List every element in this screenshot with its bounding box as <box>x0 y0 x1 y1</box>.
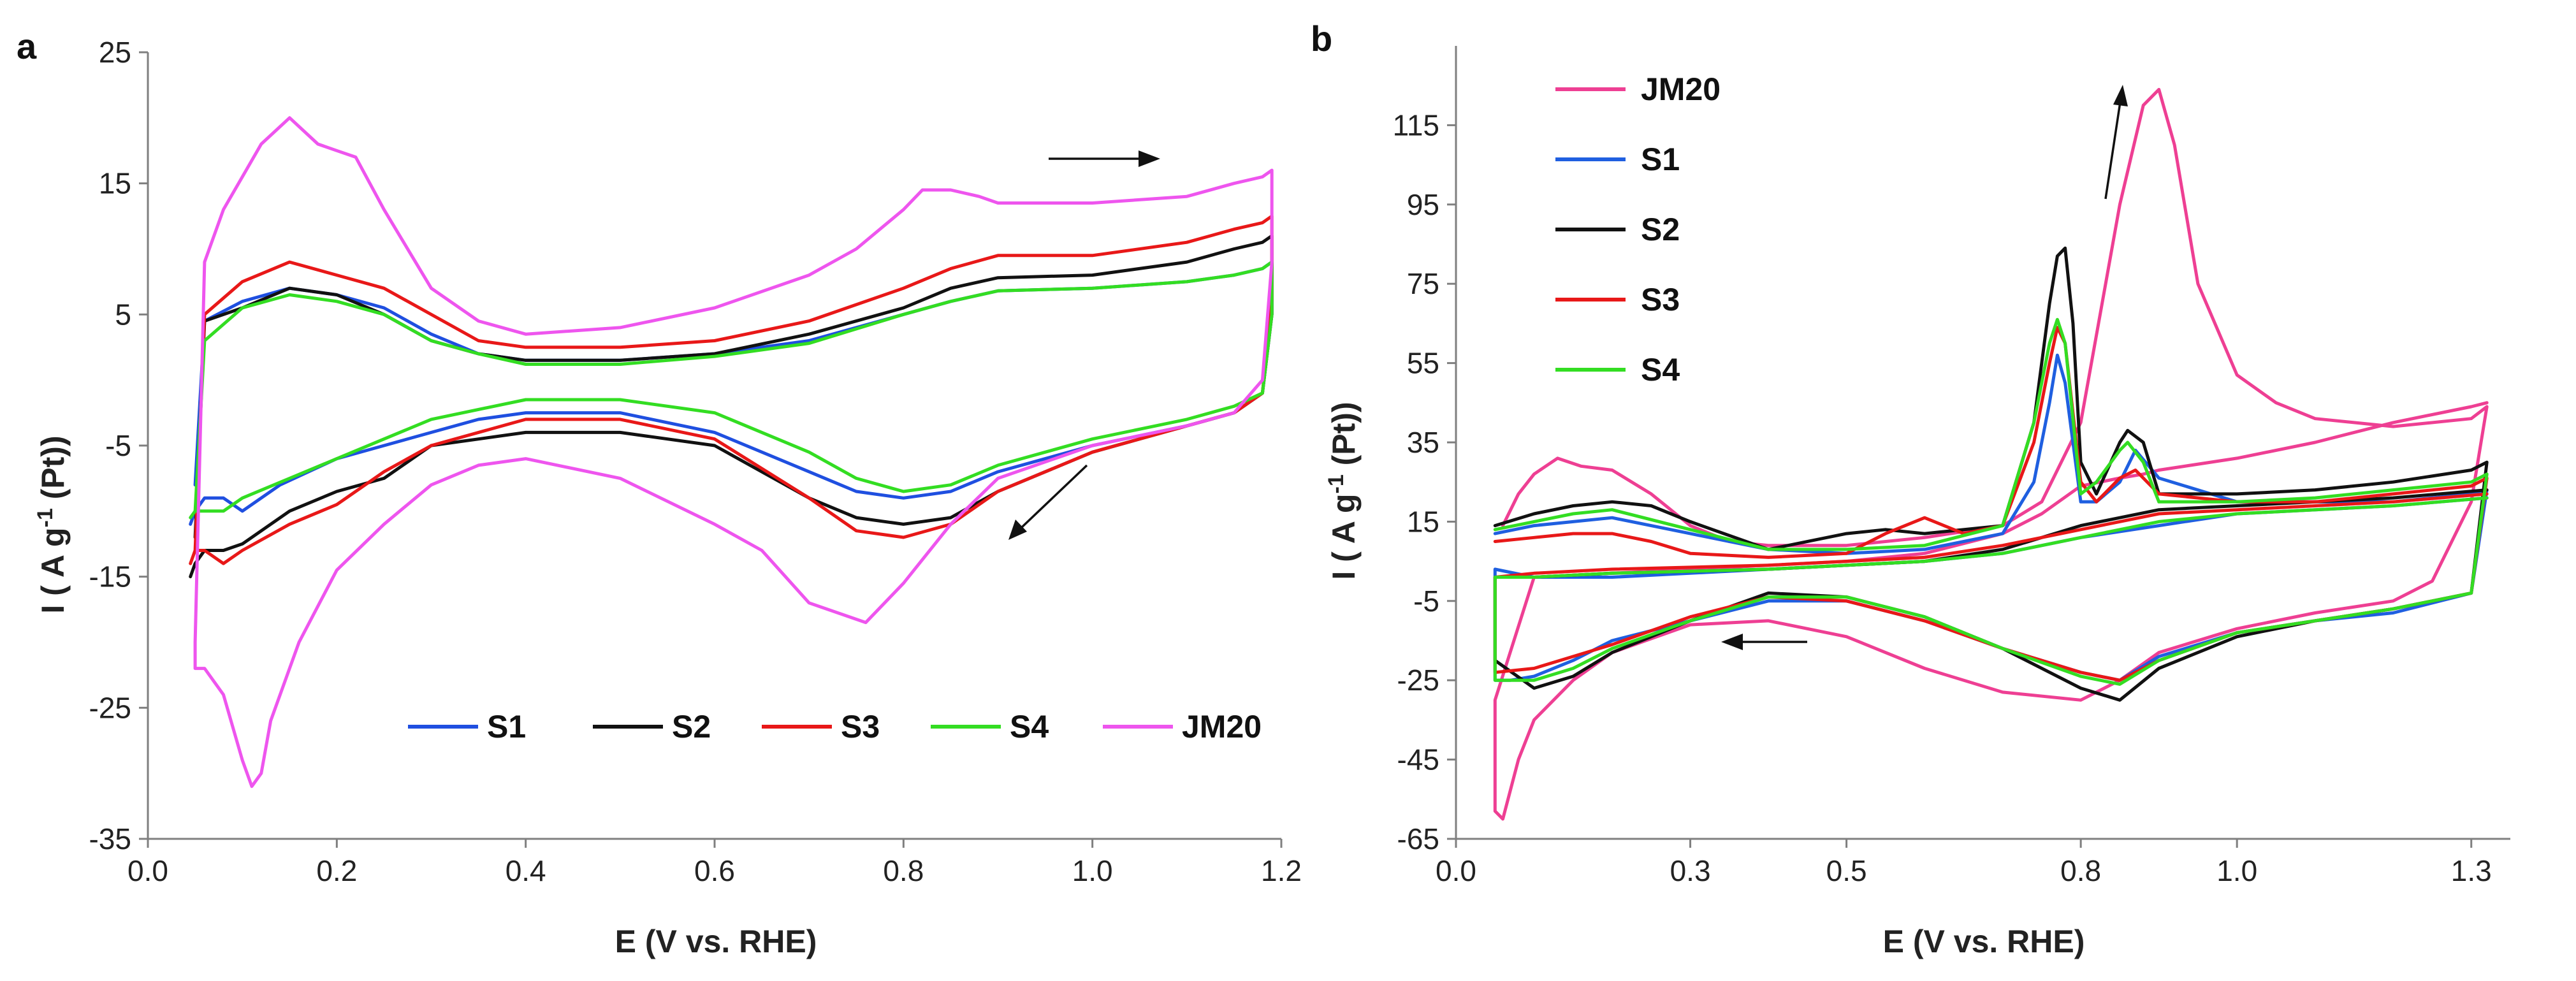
panel-b-axes <box>1455 46 2510 840</box>
panel-b-chart: b 0.0 0.3 0.5 0.8 1.0 1.3 115 95 75 55 35 15 -5 -25 -4… <box>1311 18 2510 959</box>
panel-b-arrow-up <box>2104 101 2121 200</box>
panel-a-letter: a <box>17 26 37 66</box>
panel-a-x-tick-label: 0.4 <box>506 854 546 887</box>
panel-a-ticks: 0.0 0.2 0.4 0.6 0.8 1.0 1.2 25 15 5 -5 -15 -25 -35 <box>89 36 1302 887</box>
panel-b-legend-item-s2: S2 <box>1555 212 1680 247</box>
panel-a-series-s4 <box>189 260 1274 520</box>
panel-b-x-tick-label: 0.5 <box>1826 854 1867 887</box>
panel-b-y-tick-label: 35 <box>1407 426 1439 459</box>
panel-b-y-tick-label: 115 <box>1393 108 1439 142</box>
panel-a-legend-label: S1 <box>487 709 526 745</box>
panel-b-series-group <box>1493 87 2489 821</box>
panel-b-annotations <box>1721 85 2128 650</box>
panel-a-series-group <box>189 116 1274 788</box>
panel-a-y-tick-label: 15 <box>99 167 131 200</box>
panel-b-x-tick-label: 0.3 <box>1670 854 1711 887</box>
panel-b-legend-item-s4: S4 <box>1555 352 1680 388</box>
panel-a-x-tick-label: 1.2 <box>1261 854 1302 887</box>
panel-b-x-tick-label: 1.3 <box>2451 854 2492 887</box>
panel-a-x-tick-label: 0.2 <box>316 854 357 887</box>
panel-b-x-tick-label: 0.8 <box>2060 854 2101 887</box>
panel-a-legend-item-jm20: JM20 <box>1103 709 1262 745</box>
panel-a-legend-label: S4 <box>1010 709 1049 745</box>
panel-a-chart: a 0.0 0.2 0.4 0.6 0.8 1.0 1.225155-5-15-25-35 … <box>17 26 1302 959</box>
panel-b-y-tick-label: -65 <box>1397 822 1439 855</box>
panel-b-y-tick-label: 75 <box>1407 267 1439 300</box>
panel-b-y-axis-title: I ( A g-1 (Pt)) <box>1324 402 1362 579</box>
panel-a-y-tick-label: -15 <box>89 560 131 593</box>
panel-a-annotations <box>1008 150 1160 540</box>
panel-a-arrow-cathodic <box>1020 464 1088 529</box>
panel-b-y-tick-label: -45 <box>1397 743 1439 776</box>
panel-a-y-tick-label: 25 <box>99 36 131 69</box>
panel-b-legend-item-s1: S1 <box>1555 142 1680 177</box>
panel-b-legend-label: JM20 <box>1641 71 1721 107</box>
panel-a-legend-label: JM20 <box>1182 709 1262 745</box>
panel-b-y-tick-label: -5 <box>1413 585 1439 618</box>
panel-a-legend: S1 S2 S3 S4 JM20 <box>408 709 1262 745</box>
panel-a-x-tick-label: 0.0 <box>127 854 168 887</box>
panel-b-y-tick-label: -25 <box>1397 664 1439 697</box>
panel-b-legend-label: S3 <box>1641 282 1680 317</box>
panel-b-y-tick-label: 95 <box>1407 188 1439 221</box>
panel-b-series-s4 <box>1493 317 2489 686</box>
panel-b-y-tick-label: 15 <box>1407 505 1439 538</box>
panel-a-x-tick-label: 0.8 <box>883 854 924 887</box>
panel-a-y-tick-label: -5 <box>105 429 131 462</box>
panel-b-legend: JM20 S1 S2 S3 S4 <box>1555 71 1721 388</box>
panel-a-y-axis-title: I ( A g-1 (Pt)) <box>33 435 71 613</box>
panel-b-arrowhead-left <box>1721 634 1743 650</box>
panel-a-legend-label: S3 <box>841 709 880 745</box>
panel-a-x-tick-label: 1.0 <box>1072 854 1113 887</box>
panel-a-y-tick-label: 5 <box>115 298 131 331</box>
panel-b-x-axis-title: E (V vs. RHE) <box>1883 924 2085 959</box>
panel-b-legend-item-s3: S3 <box>1555 282 1680 317</box>
panel-b-series-jm20 <box>1493 87 2489 821</box>
panel-a-x-axis-title: E (V vs. RHE) <box>615 924 817 959</box>
panel-a-legend-item-s4: S4 <box>931 709 1049 745</box>
panel-a-y-tick-label: -35 <box>89 822 131 855</box>
panel-a-series-s3 <box>189 214 1274 565</box>
panel-a-y-tick-label: -25 <box>89 691 131 724</box>
panel-a-series-jm20 <box>193 116 1274 788</box>
panel-b-legend-label: S1 <box>1641 142 1680 177</box>
panel-b-arrowhead-up <box>2113 85 2128 106</box>
panel-b-legend-label: S2 <box>1641 212 1680 247</box>
panel-b-x-tick-label: 1.0 <box>2216 854 2257 887</box>
panel-b-legend-label: S4 <box>1641 352 1680 388</box>
panel-a-arrowhead-anodic <box>1139 150 1160 167</box>
panel-a-legend-item-s1: S1 <box>408 709 526 745</box>
panel-a-legend-item-s2: S2 <box>593 709 711 745</box>
panel-b-y-tick-label: 55 <box>1407 347 1439 380</box>
panel-b-ticks: 0.0 0.3 0.5 0.8 1.0 1.3 115 95 75 55 35 15 -5 -25 -45 -… <box>1393 108 2492 887</box>
panel-a-arrowhead-cathodic <box>1008 520 1027 540</box>
panel-b-x-tick-label: 0.0 <box>1436 854 1476 887</box>
panel-a-x-tick-label: 0.6 <box>694 854 735 887</box>
panel-a-legend-item-s3: S3 <box>762 709 880 745</box>
panel-a-legend-label: S2 <box>672 709 711 745</box>
panel-b-letter: b <box>1311 18 1332 59</box>
panel-b-legend-item-jm20: JM20 <box>1555 71 1721 107</box>
